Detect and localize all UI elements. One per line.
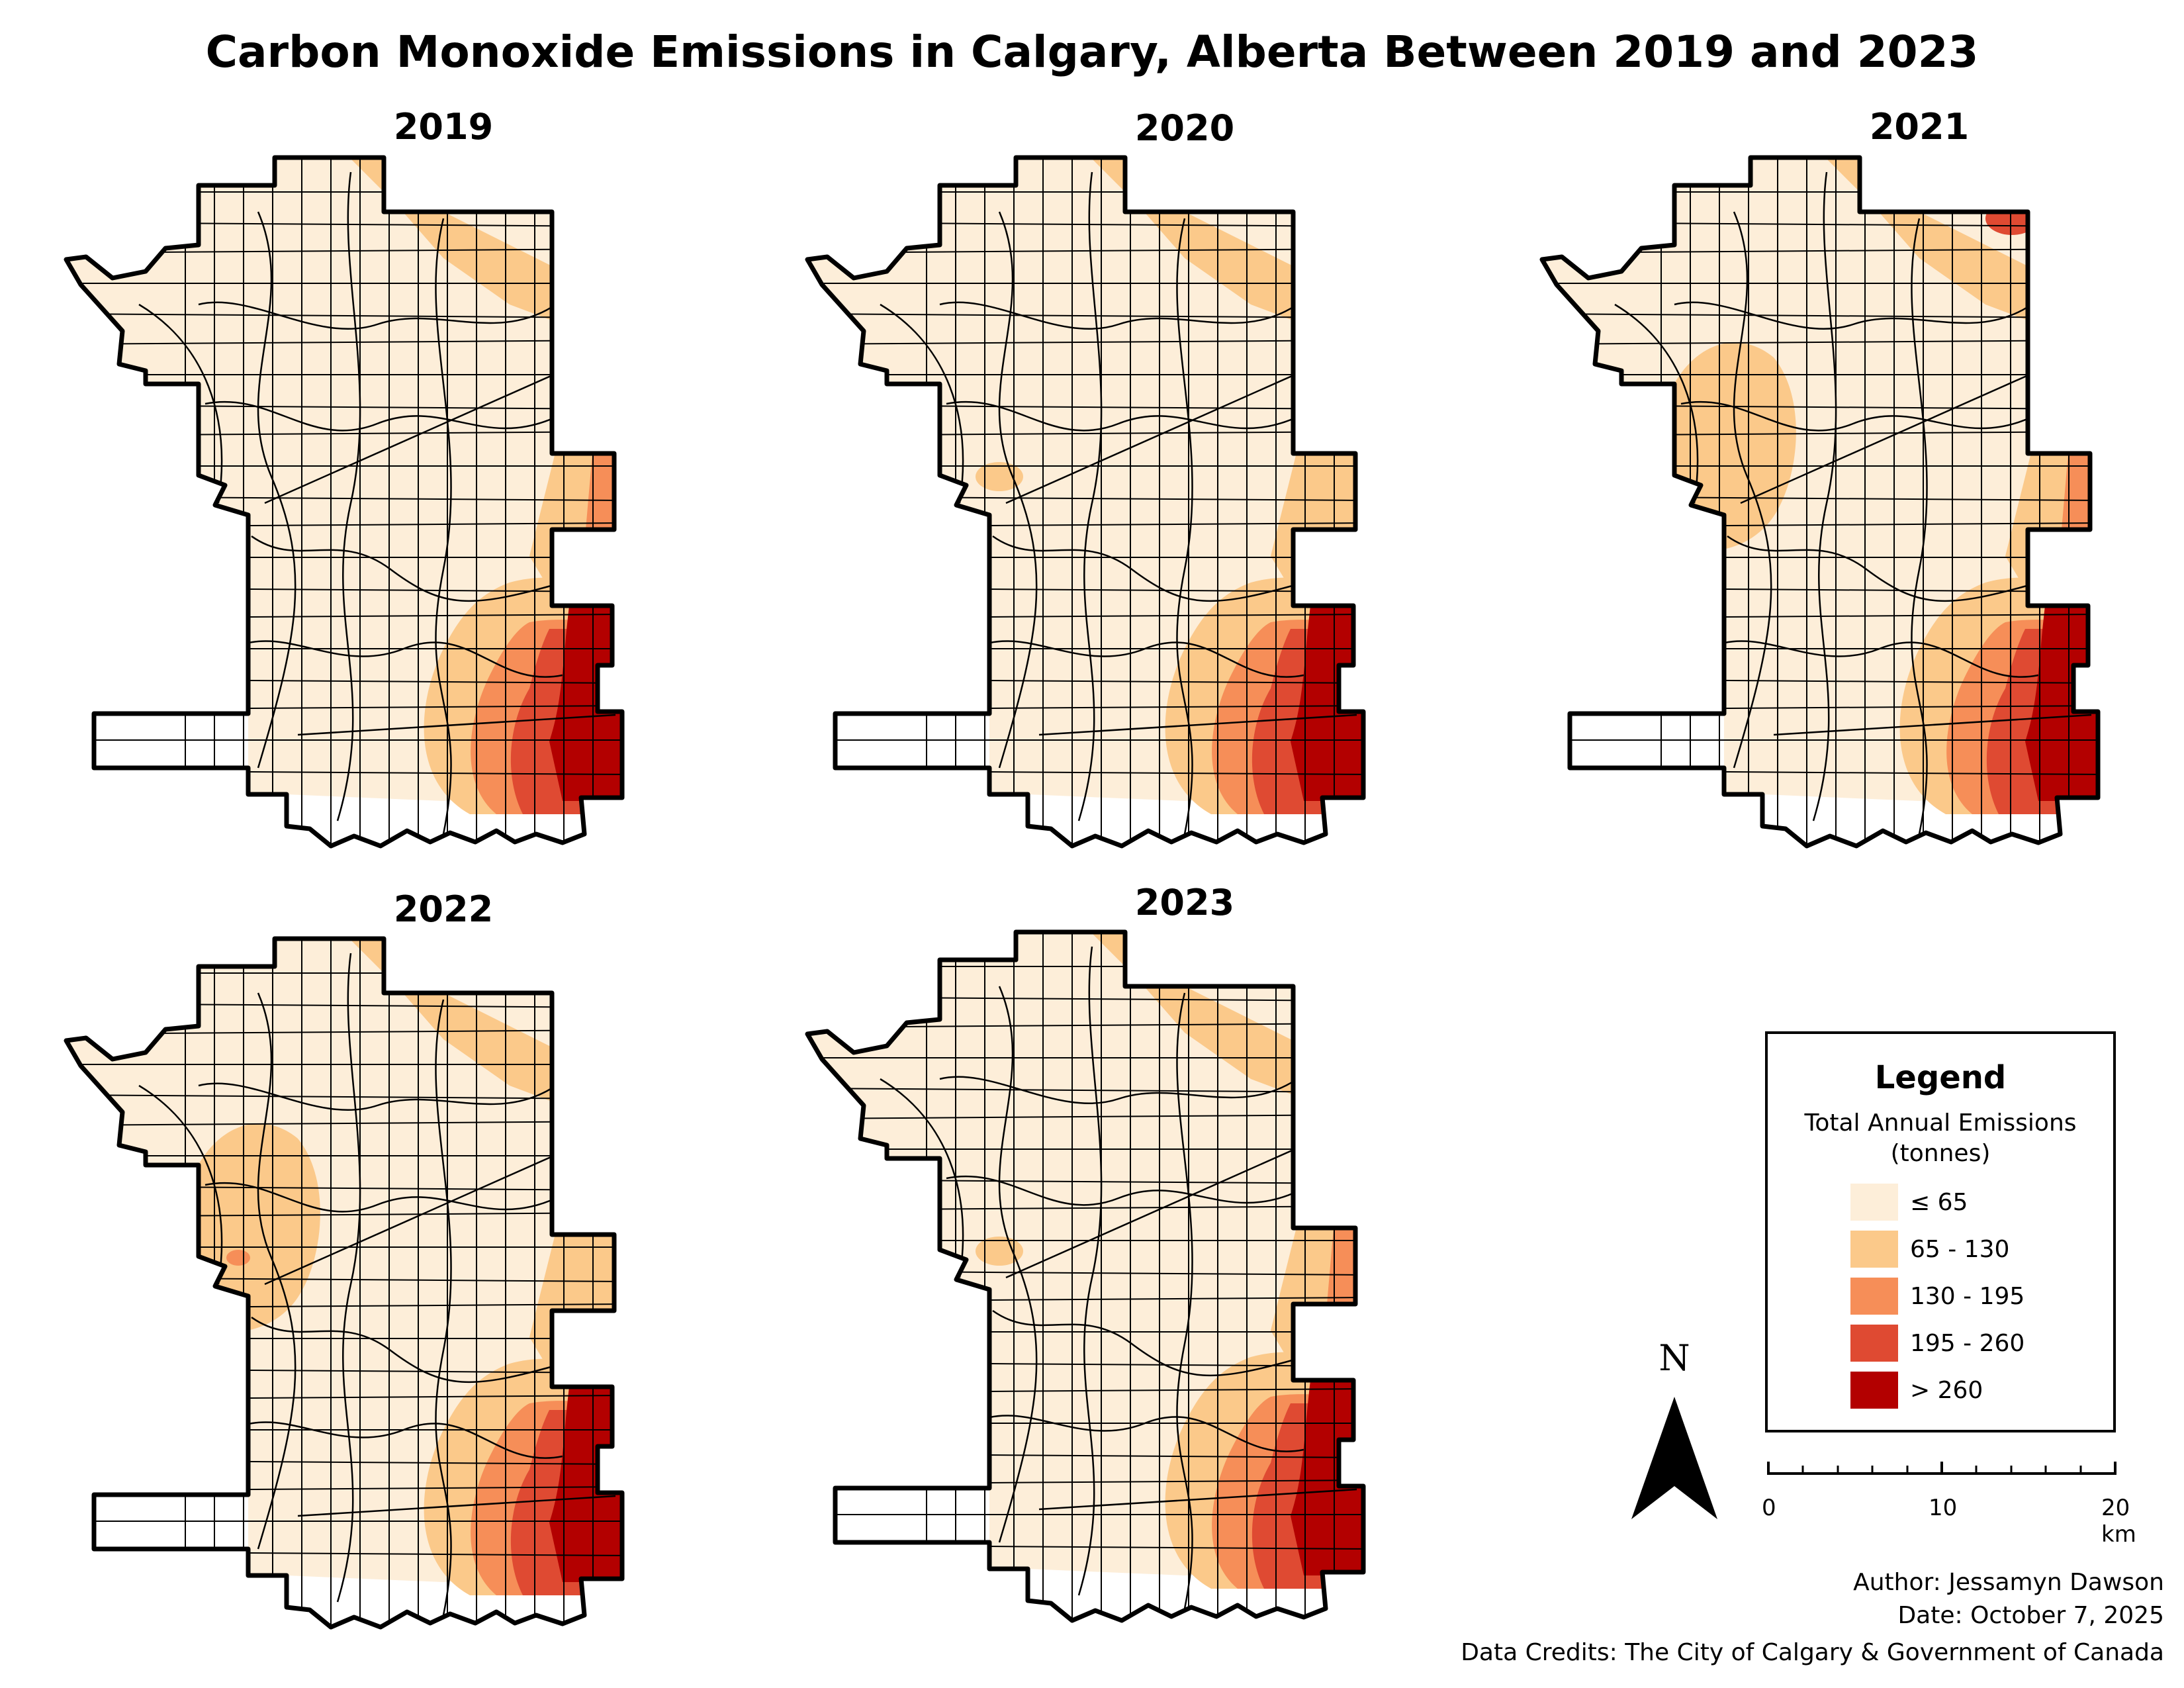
city-boundary	[1539, 155, 2101, 849]
southeast-hotspot	[549, 606, 622, 801]
southeast-hotspot	[1291, 606, 1363, 801]
city-boundary	[805, 155, 1366, 849]
legend-label: ≤ 65	[1910, 1189, 1968, 1216]
scale-label-0: 0	[1762, 1495, 1776, 1521]
date-credit: Date: October 7, 2025	[1897, 1602, 2164, 1629]
northeast-hotspot	[1985, 202, 2038, 235]
calgary-map	[1539, 155, 2101, 849]
map-year-label: 2019	[393, 106, 494, 148]
city-boundary	[805, 929, 1366, 1623]
emission-surface	[807, 158, 1363, 846]
scale-label-20: 20 km	[2101, 1495, 2136, 1548]
data-credit: Data Credits: The City of Calgary & Gove…	[1461, 1639, 2164, 1666]
legend-swatch	[1850, 1184, 1898, 1221]
map-year-label: 2023	[1134, 882, 1235, 923]
legend-item: > 260	[1850, 1372, 2102, 1410]
calgary-map	[64, 936, 625, 1630]
map-year-label: 2021	[1869, 106, 1970, 148]
scale-label-10: 10	[1929, 1495, 1958, 1521]
legend: Legend Total Annual Emissions (tonnes) ≤…	[1765, 1031, 2116, 1432]
legend-item: 195 - 260	[1850, 1325, 2102, 1363]
map-year-label: 2020	[1134, 107, 1235, 149]
legend-subtitle-line2: (tonnes)	[1890, 1140, 1991, 1167]
central-emission-zone	[976, 1237, 1023, 1266]
emission-surface	[66, 158, 622, 846]
map-year-label: 2022	[393, 888, 494, 930]
southeast-hotspot	[2025, 606, 2098, 801]
legend-label: 65 - 130	[1910, 1236, 2010, 1263]
legend-label: 195 - 260	[1910, 1330, 2025, 1357]
scale-bar: 0 10 20 km	[1760, 1456, 2136, 1548]
scale-bar-ticks	[1767, 1462, 2116, 1475]
legend-swatch	[1850, 1278, 1898, 1315]
north-arrow-label: N	[1659, 1337, 1690, 1379]
legend-subtitle: Total Annual Emissions (tonnes)	[1768, 1108, 2113, 1169]
legend-swatch	[1850, 1372, 1898, 1409]
legend-label: > 260	[1910, 1377, 1983, 1404]
east-hotspot	[586, 453, 622, 530]
legend-item: 65 - 130	[1850, 1231, 2102, 1269]
east-hotspot	[1327, 1228, 1363, 1304]
legend-subtitle-line1: Total Annual Emissions	[1804, 1109, 2077, 1137]
calgary-map	[64, 155, 625, 849]
calgary-map	[805, 155, 1366, 849]
emission-surface	[807, 932, 1363, 1620]
legend-swatch	[1850, 1325, 1898, 1362]
calgary-map	[805, 929, 1366, 1623]
north-arrow-icon	[1631, 1397, 1717, 1519]
legend-item: 130 - 195	[1850, 1278, 2102, 1316]
emission-surface	[1542, 158, 2098, 846]
city-boundary	[64, 155, 625, 849]
legend-title: Legend	[1874, 1059, 2007, 1096]
north-arrow: N	[1625, 1337, 1724, 1523]
emission-surface	[66, 939, 622, 1627]
central-hotspot	[226, 1250, 250, 1266]
southeast-hotspot	[549, 1387, 622, 1582]
legend-swatch	[1850, 1231, 1898, 1268]
author-credit: Author: Jessamyn Dawson	[1853, 1569, 2164, 1596]
southeast-hotspot	[1291, 1380, 1363, 1575]
map-title: Carbon Monoxide Emissions in Calgary, Al…	[205, 26, 1979, 77]
east-hotspot	[2062, 453, 2098, 530]
legend-label: 130 - 195	[1910, 1283, 2025, 1310]
central-emission-zone	[976, 462, 1023, 491]
legend-item: ≤ 65	[1850, 1184, 2102, 1222]
city-boundary	[64, 936, 625, 1630]
